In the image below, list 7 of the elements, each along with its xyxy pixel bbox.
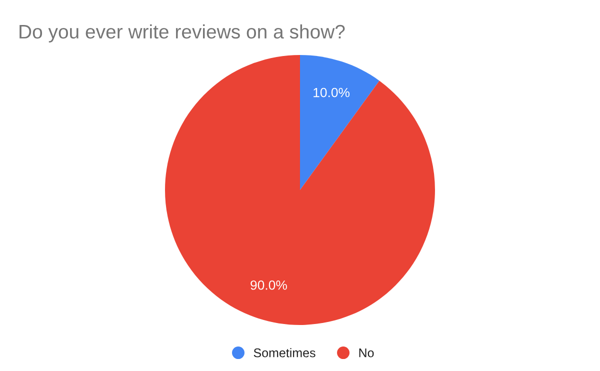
pie-slice: [165, 54, 435, 325]
legend-label: No: [359, 348, 374, 358]
pie-slice: [300, 54, 380, 190]
chart-title: Do you ever write reviews on a show?: [20, 24, 345, 42]
data-label: 90.0%: [250, 280, 287, 290]
data-label: 10.0%: [314, 88, 350, 98]
legend-label: Sometimes: [254, 348, 316, 358]
